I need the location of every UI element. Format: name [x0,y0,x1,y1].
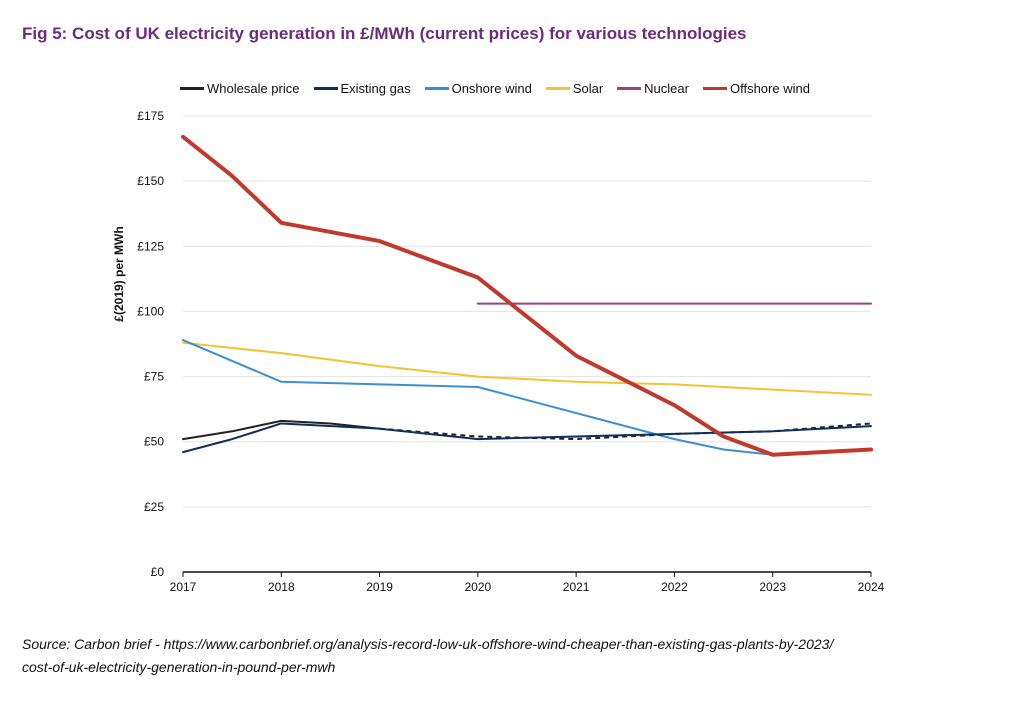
x-tick-label: 2022 [661,580,688,594]
legend-swatch [545,87,570,90]
y-tick-label: £50 [144,435,164,449]
x-tick-label: 2024 [858,580,885,594]
legend-swatch [424,87,449,90]
legend-swatch [180,87,204,90]
source-line-1: Source: Carbon brief - https://www.carbo… [22,636,834,652]
series-line-solar [182,341,872,396]
y-tick-label: £25 [144,500,164,514]
series-line-onshore-wind [182,339,774,456]
legend-label: Solar [572,81,604,96]
legend-swatch [617,87,642,90]
source-line-2: cost-of-uk-electricity-generation-in-pou… [22,659,336,675]
legend-item-offshore-wind: Offshore wind [702,81,810,96]
series-line-existing-gas [182,422,872,454]
y-tick-label: £75 [144,370,164,384]
y-tick-label: £0 [151,565,165,579]
x-tick-label: 2021 [563,580,590,594]
legend-item-onshore-wind: Onshore wind [424,81,532,96]
chart-legend: Wholesale price Existing gas Onshore wind S… [180,81,810,96]
series-line-wholesale-price [182,419,381,441]
x-axis-ticks: 2017 2018 2019 2020 2021 2022 2023 2024 [170,572,885,594]
y-tick-label: £125 [137,239,164,253]
x-tick-label: 2020 [465,580,492,594]
legend-label: Onshore wind [451,81,532,96]
y-tick-label: £100 [137,304,164,318]
x-tick-label: 2017 [170,580,197,594]
y-axis-ticks: £0 £25 £50 £75 £100 £125 £150 £175 [137,109,164,579]
x-tick-label: 2023 [759,580,786,594]
legend-label: Existing gas [340,81,411,96]
y-tick-label: £175 [137,109,164,123]
legend-label: Nuclear [644,81,689,96]
legend-item-wholesale-price: Wholesale price [180,81,300,96]
series-lines [181,134,873,457]
legend-swatch [702,87,727,90]
x-tick-label: 2018 [268,580,295,594]
legend-item-existing-gas: Existing gas [313,81,411,96]
chart-title: Fig 5: Cost of UK electricity generation… [22,24,747,43]
legend-label: Wholesale price [207,81,300,96]
legend-label: Offshore wind [729,81,810,96]
series-line-offshore-wind [181,134,873,457]
legend-item-nuclear: Nuclear [617,81,689,96]
legend-swatch [313,87,338,90]
source-note: Source: Carbon brief - https://www.carbo… [22,633,833,679]
series-line-wholesale-price-projected [379,422,872,441]
x-tick-label: 2019 [366,580,393,594]
y-tick-label: £150 [137,174,164,188]
legend-item-solar: Solar [545,81,604,96]
y-axis-title: £(2019) per MWh [112,226,126,321]
gridlines [183,115,871,508]
